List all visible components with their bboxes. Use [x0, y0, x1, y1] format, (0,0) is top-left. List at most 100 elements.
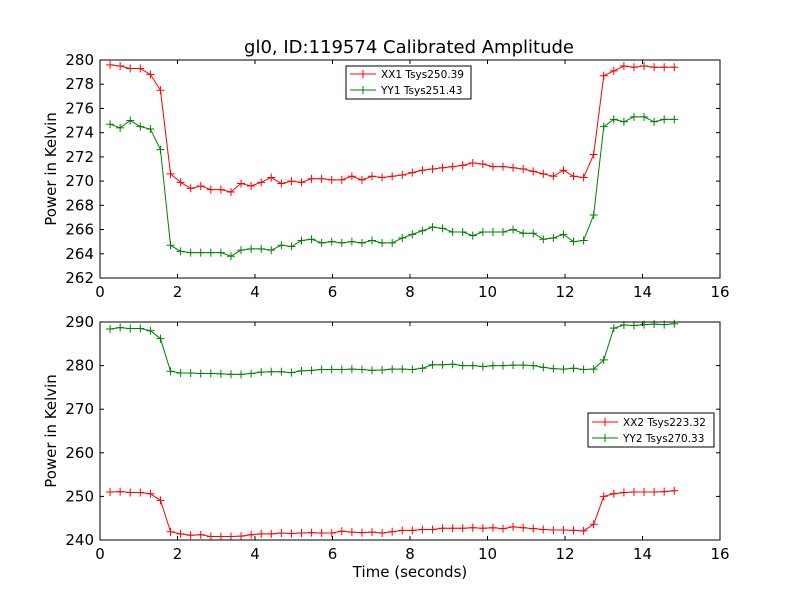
top-series-1-point [650, 117, 659, 126]
top-series-1-point [448, 227, 457, 236]
bottom-series-0-point [206, 532, 215, 541]
bottom-series-0-point [549, 525, 558, 534]
bottom-series-1-point [116, 323, 125, 332]
top-series-1-point [337, 238, 346, 247]
bottom-series-1-point [569, 364, 578, 373]
top-series-0-point [176, 178, 185, 187]
top-y-axis-label: Power in Kelvin [42, 112, 60, 226]
top-series-0-point [337, 175, 346, 184]
top-series-1-point [509, 225, 518, 234]
bottom-series-0-point [499, 524, 507, 533]
top-series-0-point [277, 179, 286, 188]
top-series-0-point [368, 172, 377, 181]
top-y-tick-label: 276 [65, 99, 94, 117]
top-series-1-point [257, 244, 266, 253]
bottom-panel: 0 2 4 6 8 10 12 14 16 240 250 260 270 280 290 Power in… [42, 313, 730, 581]
bottom-series-1-point [599, 355, 608, 364]
top-series-0-point [650, 63, 659, 72]
bottom-series-1-point [247, 369, 256, 378]
top-series-1-point [519, 229, 528, 238]
bottom-series-0-point [428, 525, 437, 534]
bottom-x-tick-label: 14 [633, 545, 652, 563]
bottom-series-0-point [216, 532, 225, 541]
top-series-0-point [549, 172, 558, 181]
bottom-series-1-point [297, 366, 306, 375]
top-series-0-point [357, 175, 366, 184]
top-series-1-point [499, 227, 507, 236]
bottom-series-1-point [156, 334, 165, 343]
x-axis-label: Time (seconds) [352, 563, 468, 581]
bottom-series-0-point [196, 530, 205, 539]
top-series-0-point [287, 177, 296, 186]
bottom-series-0-point [640, 488, 649, 497]
bottom-panel-plot-area [106, 319, 679, 541]
bottom-series-0-point [398, 526, 407, 535]
bottom-series-0-point [408, 526, 417, 535]
bottom-series-0-point [458, 524, 467, 533]
top-series-0-point [216, 185, 225, 194]
top-series-0-point [206, 185, 215, 194]
top-series-1-point [186, 248, 195, 257]
top-series-1-point [418, 226, 427, 235]
bottom-series-0-point [539, 525, 548, 534]
top-series-0-point [619, 62, 628, 71]
top-x-tick-label: 6 [328, 283, 338, 301]
bottom-series-0-point [660, 487, 669, 496]
bottom-series-0-point [650, 488, 659, 497]
bottom-series-1-point [438, 360, 447, 369]
bottom-series-1-point [378, 365, 387, 374]
bottom-y-tick-label: 260 [65, 444, 94, 462]
bottom-series-0-point [237, 532, 246, 541]
bottom-series-0-point [267, 529, 276, 538]
bottom-x-tick-label: 12 [555, 545, 574, 563]
bottom-y-tick-label: 290 [65, 313, 94, 331]
top-series-1-point [277, 241, 286, 250]
top-series-0-point [136, 64, 145, 73]
bottom-series-0-point [569, 526, 578, 535]
bottom-series-0-point [378, 529, 387, 538]
top-series-0-point [589, 150, 598, 159]
bottom-series-1-point [509, 361, 518, 370]
bottom-series-0-point [126, 488, 135, 497]
bottom-x-tick-label: 2 [173, 545, 183, 563]
top-series-1-point [146, 125, 155, 134]
top-series-0-point [529, 167, 538, 176]
top-x-tick-label: 0 [95, 283, 105, 301]
bottom-series-1-point [670, 319, 679, 328]
bottom-series-0-point [186, 531, 195, 540]
bottom-series-1-point [519, 361, 528, 370]
bottom-series-1-point [488, 361, 497, 370]
bottom-series-0-point [438, 524, 447, 533]
bottom-series-1-point [529, 361, 538, 370]
top-y-tick-label: 264 [65, 245, 94, 263]
bottom-legend-marker-yy2 [601, 434, 609, 442]
top-series-1-point [488, 227, 497, 236]
top-series-1-point [287, 242, 296, 251]
bottom-legend-marker-xx2 [601, 418, 609, 426]
top-series-1-point [126, 116, 135, 125]
top-series-0-point [629, 63, 638, 72]
bottom-x-tick-label: 0 [95, 545, 105, 563]
bottom-series-1-point [257, 368, 266, 377]
top-series-0-point [509, 163, 518, 172]
top-x-tick-label: 14 [633, 283, 652, 301]
top-series-0-point [166, 169, 175, 178]
bottom-series-1-point [368, 366, 377, 375]
top-series-1-point [428, 223, 437, 232]
top-series-1-point [579, 236, 588, 245]
top-series-1-point [438, 224, 447, 233]
bottom-series-1-point [337, 365, 346, 374]
bottom-series-1-point [106, 324, 115, 333]
bottom-series-0-point [589, 520, 598, 529]
top-x-tick-label: 4 [250, 283, 260, 301]
bottom-series-1-point [237, 370, 246, 379]
top-panel-ticks: 0 2 4 6 8 10 12 14 16 262 264 266 268 270 272 274 276 278… [65, 51, 729, 301]
bottom-series-1-point [629, 321, 638, 330]
top-series-0-point [247, 181, 256, 190]
top-series-0-point [267, 173, 276, 182]
bottom-legend-label-yy2: YY2 Tsys270.33 [622, 433, 704, 445]
top-series-1-point [247, 244, 256, 253]
top-panel: gl0, ID:119574 Calibrated Amplitude 0 2 4 6… [42, 37, 730, 301]
top-series-1-point [660, 115, 669, 124]
top-series-1-point [398, 234, 407, 243]
